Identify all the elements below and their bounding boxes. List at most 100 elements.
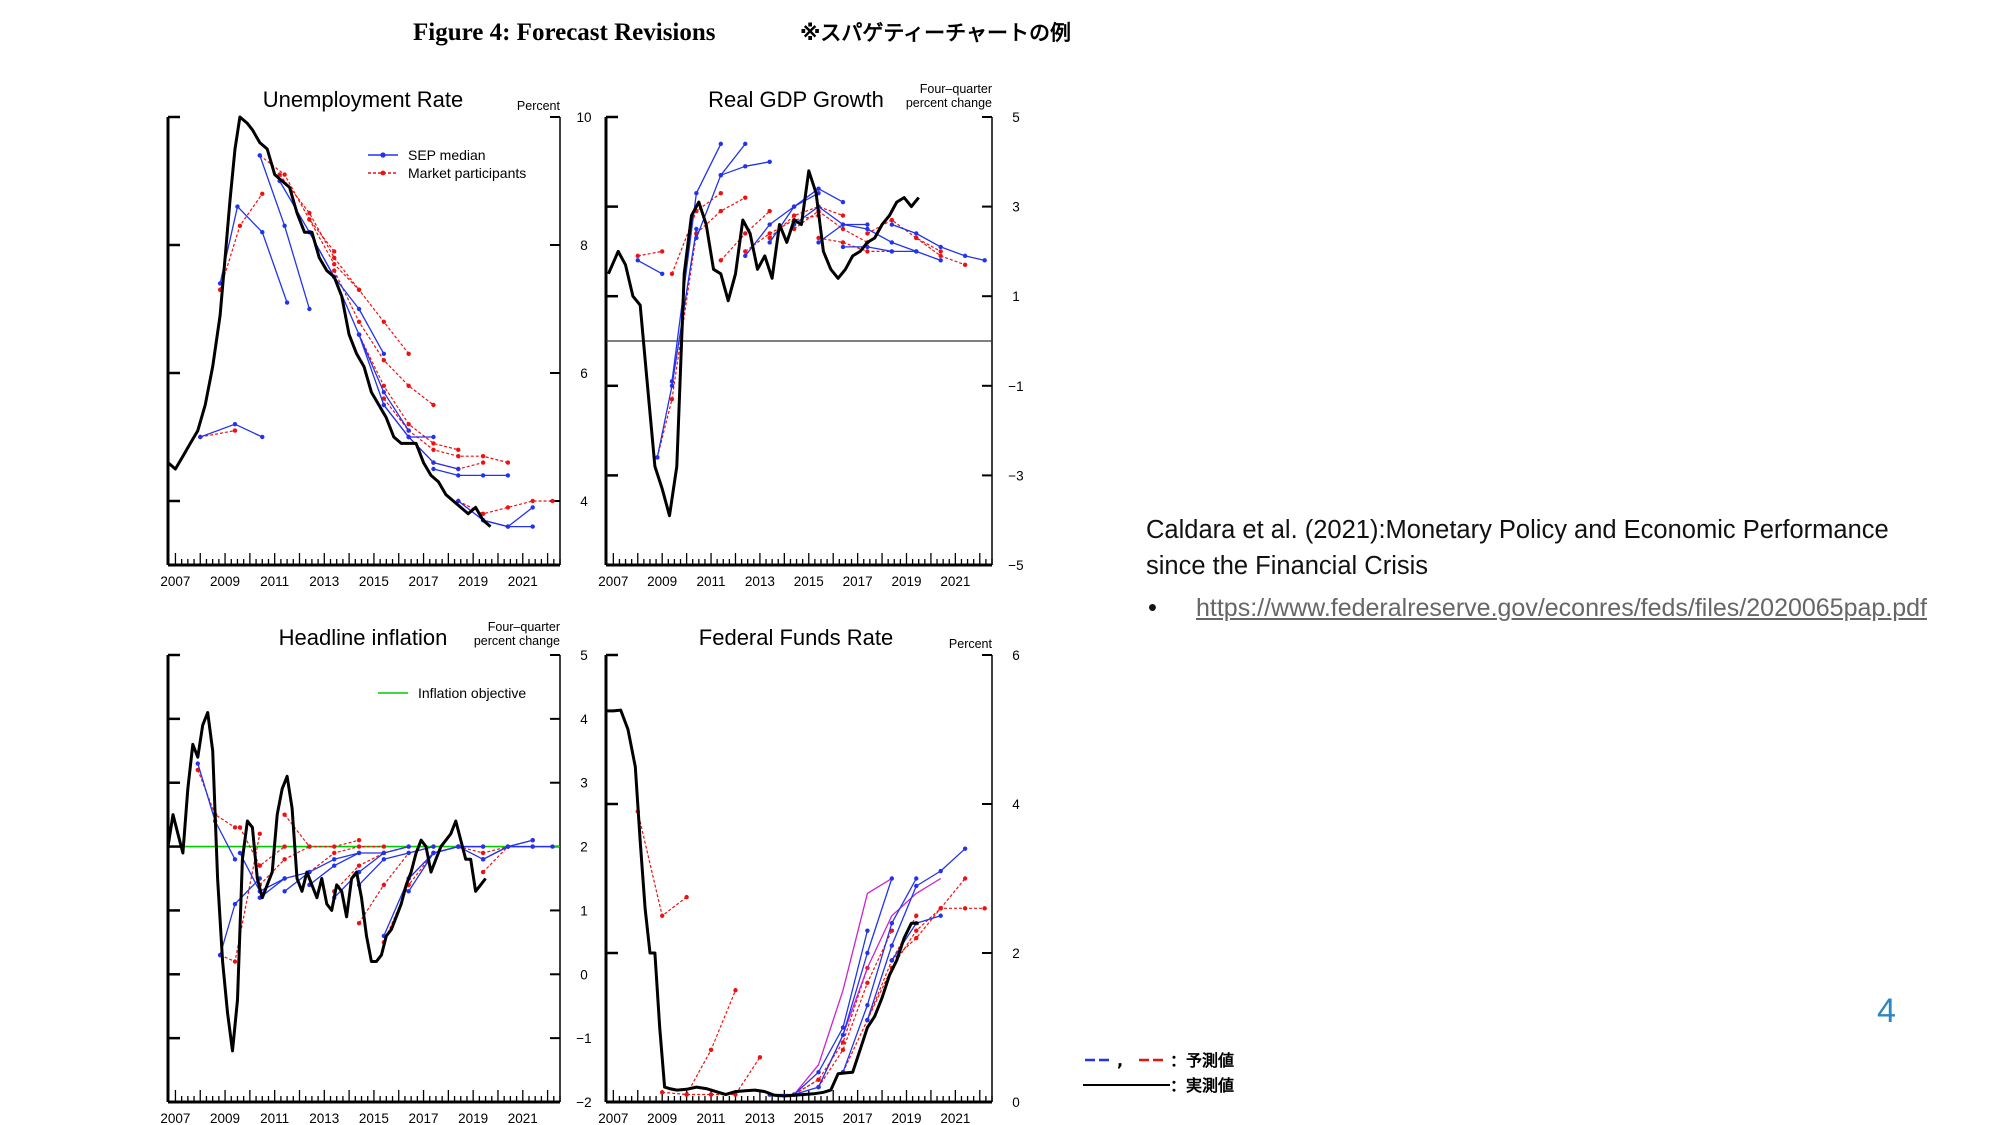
market-forecast-line-point bbox=[889, 928, 895, 933]
market-forecast-line-point bbox=[232, 825, 238, 830]
market-forecast-line-point bbox=[480, 869, 486, 875]
market-forecast-line-point bbox=[767, 231, 772, 236]
market-forecast-line-point bbox=[232, 959, 238, 964]
market-forecast-line-point bbox=[332, 255, 337, 260]
sep-median-line-point bbox=[938, 868, 943, 874]
sep-median-line-point bbox=[480, 473, 486, 478]
sep-median-line-point bbox=[431, 466, 436, 472]
market-forecast-line bbox=[662, 1091, 712, 1096]
y-tick-label: 6 bbox=[1012, 648, 1020, 663]
bullet: • bbox=[1148, 594, 1157, 622]
market-forecast-line-point bbox=[962, 876, 968, 881]
key-comma: , bbox=[1117, 1051, 1123, 1070]
market-forecast-line-point bbox=[406, 351, 411, 356]
chart-panel-3: −2 −1 0 1 2 3 4 5 2007 2009 2011 2013 2015 2017 2019 20… bbox=[160, 620, 591, 1125]
sep-median-line-point bbox=[718, 141, 724, 147]
market-forecast-line bbox=[769, 1079, 819, 1096]
citation-link-row: • https://www.federalreserve.gov/econres… bbox=[1146, 590, 1966, 626]
market-forecast-line-point bbox=[938, 249, 943, 254]
paper-link[interactable]: https://www.federalreserve.gov/econres/f… bbox=[1196, 594, 1927, 622]
sep-median-line bbox=[309, 852, 384, 886]
key-actual-label: ：実測値 bbox=[1170, 1076, 1234, 1095]
sep-median-line bbox=[695, 143, 746, 239]
sep-median-line-point bbox=[381, 850, 387, 856]
legend-market-marker bbox=[380, 170, 386, 176]
y-tick-label: 0 bbox=[580, 967, 588, 982]
market-forecast-line-point bbox=[840, 226, 846, 232]
x-tick-label: 2009 bbox=[647, 574, 677, 589]
x-tick-label: 2009 bbox=[210, 1111, 240, 1125]
panel-title: Unemployment Rate bbox=[263, 87, 464, 112]
x-tick-label: 2019 bbox=[891, 1111, 921, 1125]
sep-median-line-point bbox=[914, 876, 919, 881]
market-forecast-line-point bbox=[237, 223, 243, 228]
sep-median-line-point bbox=[456, 498, 461, 504]
sep-median-line-point bbox=[260, 434, 265, 440]
sep-median-line-point bbox=[767, 222, 772, 227]
market-forecast-line-point bbox=[381, 882, 387, 888]
sep-median-line-point bbox=[307, 306, 312, 312]
citation-block: Caldara et al. (2021):Monetary Policy an… bbox=[1146, 512, 1966, 626]
market-forecast-line-point bbox=[718, 258, 724, 263]
market-forecast-line bbox=[482, 845, 533, 873]
y-tick-label: 0 bbox=[1012, 1095, 1020, 1110]
sep-median-line-point bbox=[282, 876, 287, 881]
sep-median-line-point bbox=[889, 921, 895, 926]
sep-median-line-point bbox=[938, 244, 943, 250]
sep-median-line-point bbox=[840, 244, 846, 250]
x-tick-label: 2007 bbox=[160, 574, 190, 589]
key-forecast-label: ：予測値 bbox=[1170, 1051, 1234, 1070]
sep-median-line-point bbox=[332, 863, 337, 868]
chart-panel-4: 0 2 4 6 2007 2009 2011 2013 2015 2017 2019 2021 Fede… bbox=[598, 625, 1020, 1125]
sep-median-line-point bbox=[889, 222, 895, 227]
x-tick-label: 2007 bbox=[598, 1111, 628, 1125]
y-tick-label: −2 bbox=[576, 1095, 591, 1110]
market-forecast-line-point bbox=[307, 844, 312, 849]
market-forecast-line-point bbox=[232, 428, 238, 433]
market-forecast-line-point bbox=[718, 190, 724, 196]
sep-median-line-point bbox=[865, 950, 870, 956]
market-forecast-line-point bbox=[708, 1092, 714, 1097]
sep-median-line bbox=[383, 404, 459, 470]
market-forecast-line-point bbox=[743, 195, 748, 200]
sep-median-line-point bbox=[914, 883, 919, 889]
panel-title: Federal Funds Rate bbox=[699, 625, 893, 650]
sep-median-line bbox=[333, 276, 410, 431]
market-forecast-line-point bbox=[381, 383, 387, 388]
sep-median-line-point bbox=[840, 1032, 846, 1038]
market-forecast-line bbox=[793, 967, 868, 1096]
sep-median-line-point bbox=[195, 761, 200, 766]
market-forecast-line bbox=[793, 210, 868, 243]
sep-median-line-point bbox=[889, 876, 895, 881]
market-forecast-line-point bbox=[307, 210, 312, 216]
market-forecast-line-point bbox=[381, 396, 387, 401]
market-forecast-line-point bbox=[505, 460, 511, 465]
sep-median-line-point bbox=[694, 190, 699, 196]
sep-median-line bbox=[239, 852, 285, 892]
x-tick-label: 2019 bbox=[891, 574, 921, 589]
sep-median-line-point bbox=[198, 434, 203, 440]
sep-median-line bbox=[358, 845, 434, 886]
sep-median-line-point bbox=[431, 434, 436, 440]
sep-median-line-point bbox=[284, 300, 290, 305]
sep-median-line-point bbox=[381, 857, 387, 862]
sep-median-line-point bbox=[635, 258, 640, 263]
sep-median-line bbox=[637, 259, 663, 275]
unit-label-line: percent change bbox=[906, 96, 992, 110]
market-forecast-line-point bbox=[356, 863, 362, 868]
sep-median-line-point bbox=[718, 173, 724, 178]
sep-median-line-point bbox=[694, 226, 699, 232]
y-tick-label: 8 bbox=[580, 238, 588, 253]
x-tick-label: 2013 bbox=[745, 574, 775, 589]
x-tick-label: 2017 bbox=[843, 574, 873, 589]
sep-median-line bbox=[219, 205, 288, 303]
citation-title-line2: since the Financial Crisis bbox=[1146, 552, 1429, 580]
x-tick-label: 2019 bbox=[458, 574, 488, 589]
market-forecast-line-point bbox=[332, 262, 337, 267]
sep-median-line-point bbox=[505, 844, 511, 849]
market-forecast-line-point bbox=[381, 844, 387, 849]
y-tick-label: −5 bbox=[1008, 558, 1023, 573]
market-forecast-line-point bbox=[431, 402, 436, 408]
